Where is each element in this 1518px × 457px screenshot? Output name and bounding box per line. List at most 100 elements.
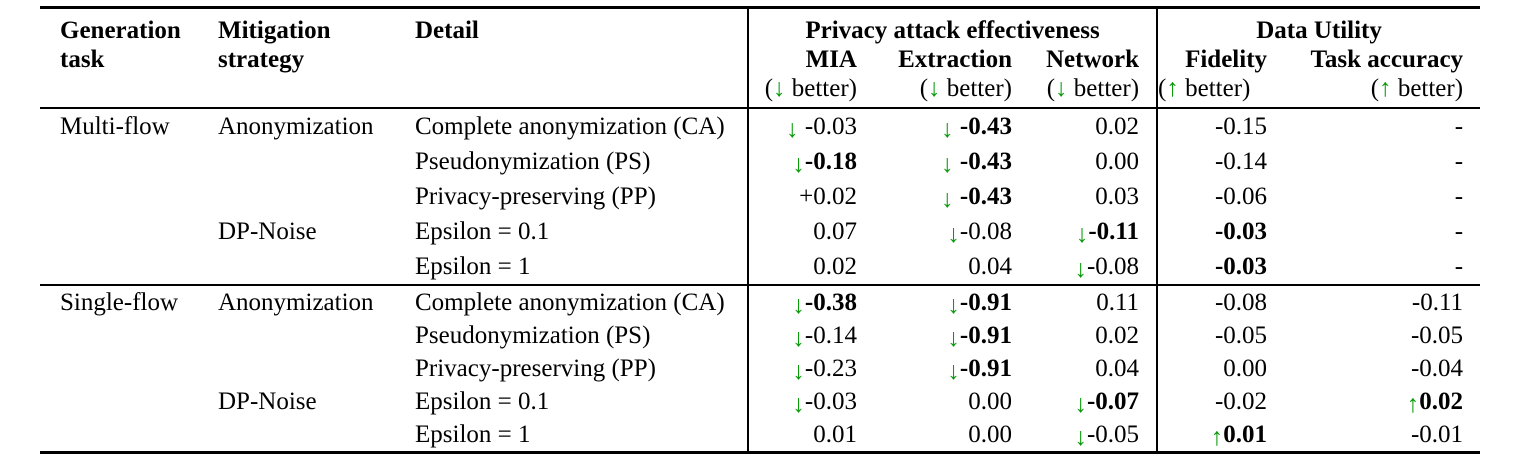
table-row: Epsilon = 1 0.02 0.04 ↓-0.08 -0.03- [40,249,1480,285]
table-row: Single-flow Anonymization Complete anonymi… [40,284,1481,319]
col-header-generation-task: Generation [60,17,181,44]
cell-extraction: ↓ -0.43 [857,108,1012,144]
cell-generation-task [40,418,218,453]
cell-value: 0.02 [1095,112,1140,140]
cell-task-accuracy: - [1267,179,1480,214]
cell-extraction: ↓-0.91 [857,352,1012,385]
cell-value: 0.02 [1419,387,1464,415]
cell-detail: Complete anonymization (CA) [415,284,748,319]
paren: ( [1046,75,1056,102]
group-header-data-utility: Data Utility [1156,7,1481,45]
cell-value: 0.03 [1095,182,1140,210]
cell-mitigation-strategy [218,249,415,285]
cell-detail: Epsilon = 0.1 [415,217,550,245]
table-row: DP-Noise Epsilon = 0.1 0.07 ↓-0.08 ↓-0.11 -0.… [40,214,1480,249]
cell-task-accuracy: -0.11 [1267,284,1481,319]
table-row: Multi-flow Anonymization Complete anonymiz… [40,108,1480,144]
cell-value: -0.11 [1088,217,1140,245]
cell-fidelity: -0.02 [1156,385,1268,418]
cell-value: 0.02 [1095,321,1140,349]
down-arrow-icon: ↓ [773,75,786,102]
group-header-privacy-attack-effectiveness: Privacy attack effectiveness [746,7,1158,45]
down-arrow-icon: ↓ [792,390,805,418]
cell-value: -0.05 [1410,321,1464,349]
cell-generation-task [40,319,218,352]
cell-value: -0.07 [1086,387,1140,415]
cell-mia: ↓-0.03 [747,385,857,418]
cell-value: -0.08 [959,217,1012,245]
cell-mitigation-strategy: Anonymization [218,284,415,319]
cell-mitigation-strategy: Anonymization [218,112,374,140]
cell-mitigation-strategy [218,352,415,385]
results-table: Generation Mitigation Detail Privacy att… [40,6,1481,454]
down-arrow-icon: ↓ [947,291,960,319]
col-header-detail: Detail [415,17,479,44]
cell-mia: ↓-0.23 [747,352,857,385]
cell-network: ↓-0.05 [1012,418,1157,453]
down-arrow-icon: ↓ [792,357,805,385]
cell-value: -0.43 [959,147,1012,175]
mia-direction-note: (↓ better) [747,75,857,108]
down-arrow-icon: ↓ [1074,390,1087,418]
cell-fidelity: -0.03 [1156,214,1268,249]
col-header-detail-spacer [415,45,748,75]
cell-value: -0.23 [804,354,857,382]
col-header-mia: MIA [747,45,857,75]
cell-task-accuracy: -0.01 [1267,418,1480,453]
up-arrow-icon: ↑ [1406,390,1420,418]
col-header-extraction: Extraction [898,46,1012,73]
better-label: better) [1067,75,1140,102]
cell-generation-task [40,144,218,179]
cell-value: -0.05 [1086,420,1140,448]
down-arrow-icon: ↓ [928,75,941,102]
cell-value: +0.02 [799,182,857,210]
cell-extraction: ↓ -0.43 [857,179,1012,214]
cell-value: - [1454,217,1464,245]
cell-value: -0.91 [959,354,1012,382]
cell-detail: Pseudonymization (PS) [415,321,651,349]
down-arrow-icon: ↓ [1075,220,1089,248]
cell-mitigation-strategy [218,418,415,453]
cell-value: -0.02 [1214,387,1268,415]
cell-generation-task [40,352,218,385]
cell-extraction: 0.00 [857,418,1012,453]
cell-task-accuracy: - [1267,144,1480,179]
cell-value: -0.03 [804,112,857,140]
down-arrow-icon: ↓ [1074,423,1087,451]
cell-network: ↓-0.07 [1012,385,1157,418]
down-arrow-icon: ↓ [1074,255,1087,283]
cell-value: -0.05 [1214,321,1268,349]
header-row-3: (↓ better) (↓ better) (↓ better) (↑ bett… [40,75,1480,108]
cell-mia: 0.07 [747,214,857,249]
cell-value: -0.08 [1086,252,1140,280]
cell-value: -0.91 [959,321,1012,349]
cell-network: 0.02 [1012,108,1157,144]
down-arrow-icon: ↓ [1055,75,1068,102]
cell-generation-task [40,385,218,418]
paren: ( [764,75,774,102]
up-arrow-icon: ↑ [1210,423,1224,451]
cell-detail: Privacy-preserving (PP) [415,354,656,382]
table-header: Generation Mitigation Detail Privacy att… [40,7,1481,108]
cell-network: 0.00 [1012,144,1157,179]
table-row: Pseudonymization (PS) ↓-0.14 ↓-0.91 0.02 -0.… [40,319,1480,352]
cell-fidelity: ↑0.01 [1156,418,1268,453]
cell-fidelity: -0.06 [1156,179,1268,214]
table-row: DP-Noise Epsilon = 0.1 ↓-0.03 0.00 ↓-0.07 -0.… [40,385,1480,418]
down-arrow-icon: ↓ [947,357,960,385]
up-arrow-icon: ↑ [1379,75,1392,102]
cell-mia: ↓-0.18 [747,144,857,179]
down-arrow-icon: ↓ [941,115,954,143]
down-arrow-icon: ↓ [947,324,960,352]
cell-value: -0.03 [1214,252,1268,280]
cell-value: - [1454,112,1464,140]
col-header-generation-task-line2: task [60,46,105,73]
header-row-2: task strategy MIA Extraction Network Fid… [40,45,1480,75]
cell-network: ↓-0.08 [1012,249,1157,285]
cell-mia: 0.02 [747,249,857,285]
extraction-direction-note: (↓ better) [857,75,1012,108]
cell-detail: Epsilon = 1 [415,252,531,280]
header-spacer [40,75,748,108]
cell-value: 0.01 [1223,420,1268,448]
cell-value: 0.00 [1223,354,1268,382]
